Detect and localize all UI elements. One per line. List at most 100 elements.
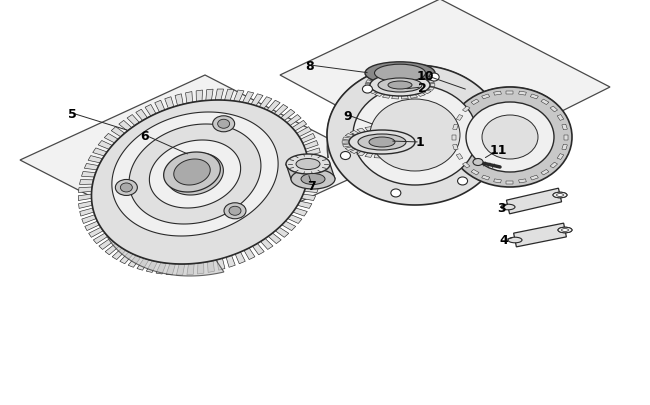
Polygon shape bbox=[92, 102, 224, 276]
Polygon shape bbox=[374, 75, 383, 78]
Polygon shape bbox=[224, 90, 234, 101]
Polygon shape bbox=[251, 95, 263, 107]
Polygon shape bbox=[494, 179, 501, 183]
Polygon shape bbox=[268, 233, 281, 244]
Polygon shape bbox=[206, 90, 213, 101]
Polygon shape bbox=[166, 153, 224, 196]
Polygon shape bbox=[384, 127, 390, 131]
Polygon shape bbox=[207, 261, 214, 273]
Polygon shape bbox=[462, 107, 470, 113]
Polygon shape bbox=[365, 84, 370, 87]
Polygon shape bbox=[398, 129, 408, 133]
Polygon shape bbox=[530, 95, 538, 100]
Polygon shape bbox=[365, 153, 372, 158]
Polygon shape bbox=[350, 131, 359, 135]
Polygon shape bbox=[276, 228, 289, 238]
Ellipse shape bbox=[353, 86, 477, 185]
Ellipse shape bbox=[553, 193, 567, 198]
Polygon shape bbox=[309, 164, 322, 171]
Polygon shape bbox=[307, 156, 322, 164]
Polygon shape bbox=[456, 115, 463, 121]
Polygon shape bbox=[401, 72, 408, 75]
Polygon shape bbox=[267, 101, 280, 113]
Polygon shape bbox=[410, 72, 418, 76]
Ellipse shape bbox=[213, 117, 235, 132]
Ellipse shape bbox=[286, 155, 330, 175]
Polygon shape bbox=[343, 138, 351, 141]
Polygon shape bbox=[252, 244, 264, 255]
Polygon shape bbox=[365, 81, 372, 84]
Polygon shape bbox=[287, 115, 301, 126]
Polygon shape bbox=[185, 92, 192, 104]
Ellipse shape bbox=[301, 174, 325, 185]
Ellipse shape bbox=[473, 159, 483, 166]
Polygon shape bbox=[84, 164, 99, 171]
Polygon shape bbox=[382, 72, 390, 76]
Polygon shape bbox=[156, 263, 166, 274]
Polygon shape bbox=[519, 92, 526, 96]
Polygon shape bbox=[391, 153, 399, 158]
Polygon shape bbox=[405, 150, 414, 154]
Polygon shape bbox=[410, 95, 418, 99]
Polygon shape bbox=[428, 88, 434, 91]
Polygon shape bbox=[244, 248, 255, 260]
Polygon shape bbox=[233, 91, 244, 102]
Polygon shape bbox=[176, 264, 185, 275]
Polygon shape bbox=[150, 141, 240, 209]
Polygon shape bbox=[365, 88, 372, 91]
Ellipse shape bbox=[349, 131, 415, 155]
Text: 9: 9 bbox=[344, 109, 352, 122]
Polygon shape bbox=[327, 66, 467, 159]
Polygon shape bbox=[105, 244, 119, 255]
Polygon shape bbox=[391, 72, 398, 75]
Ellipse shape bbox=[562, 229, 569, 232]
Polygon shape bbox=[79, 188, 92, 193]
Polygon shape bbox=[20, 76, 380, 250]
Ellipse shape bbox=[466, 103, 554, 173]
Ellipse shape bbox=[120, 183, 133, 192]
Ellipse shape bbox=[458, 177, 467, 185]
Polygon shape bbox=[410, 147, 419, 151]
Polygon shape bbox=[413, 138, 421, 141]
Ellipse shape bbox=[296, 159, 320, 170]
Polygon shape bbox=[175, 95, 183, 107]
Polygon shape bbox=[164, 153, 220, 192]
Polygon shape bbox=[93, 149, 107, 157]
Polygon shape bbox=[120, 252, 133, 264]
Polygon shape bbox=[306, 149, 320, 157]
Polygon shape bbox=[82, 215, 96, 224]
Text: 5: 5 bbox=[68, 107, 77, 120]
Ellipse shape bbox=[482, 116, 538, 160]
Polygon shape bbox=[550, 107, 558, 113]
Polygon shape bbox=[494, 92, 501, 96]
Polygon shape bbox=[506, 181, 514, 184]
Polygon shape bbox=[293, 209, 307, 217]
Polygon shape bbox=[384, 154, 390, 159]
Polygon shape bbox=[410, 134, 419, 138]
Polygon shape bbox=[417, 93, 426, 97]
Ellipse shape bbox=[229, 207, 241, 216]
Polygon shape bbox=[541, 100, 549, 105]
Ellipse shape bbox=[391, 190, 401, 198]
Polygon shape bbox=[456, 154, 463, 160]
Polygon shape bbox=[541, 170, 549, 175]
Polygon shape bbox=[119, 121, 132, 132]
Polygon shape bbox=[308, 172, 322, 177]
Polygon shape bbox=[259, 98, 272, 109]
Polygon shape bbox=[343, 145, 351, 148]
Polygon shape bbox=[84, 222, 99, 231]
Polygon shape bbox=[111, 127, 125, 137]
Polygon shape bbox=[145, 105, 156, 117]
Text: 7: 7 bbox=[307, 179, 317, 192]
Polygon shape bbox=[398, 152, 408, 156]
Polygon shape bbox=[342, 141, 349, 144]
Text: 4: 4 bbox=[500, 234, 508, 247]
Polygon shape bbox=[261, 239, 273, 250]
Polygon shape bbox=[369, 91, 376, 94]
Polygon shape bbox=[136, 110, 148, 121]
Polygon shape bbox=[288, 215, 302, 224]
Polygon shape bbox=[112, 113, 278, 237]
Polygon shape bbox=[292, 121, 307, 132]
Polygon shape bbox=[301, 195, 316, 201]
Polygon shape bbox=[166, 264, 176, 275]
